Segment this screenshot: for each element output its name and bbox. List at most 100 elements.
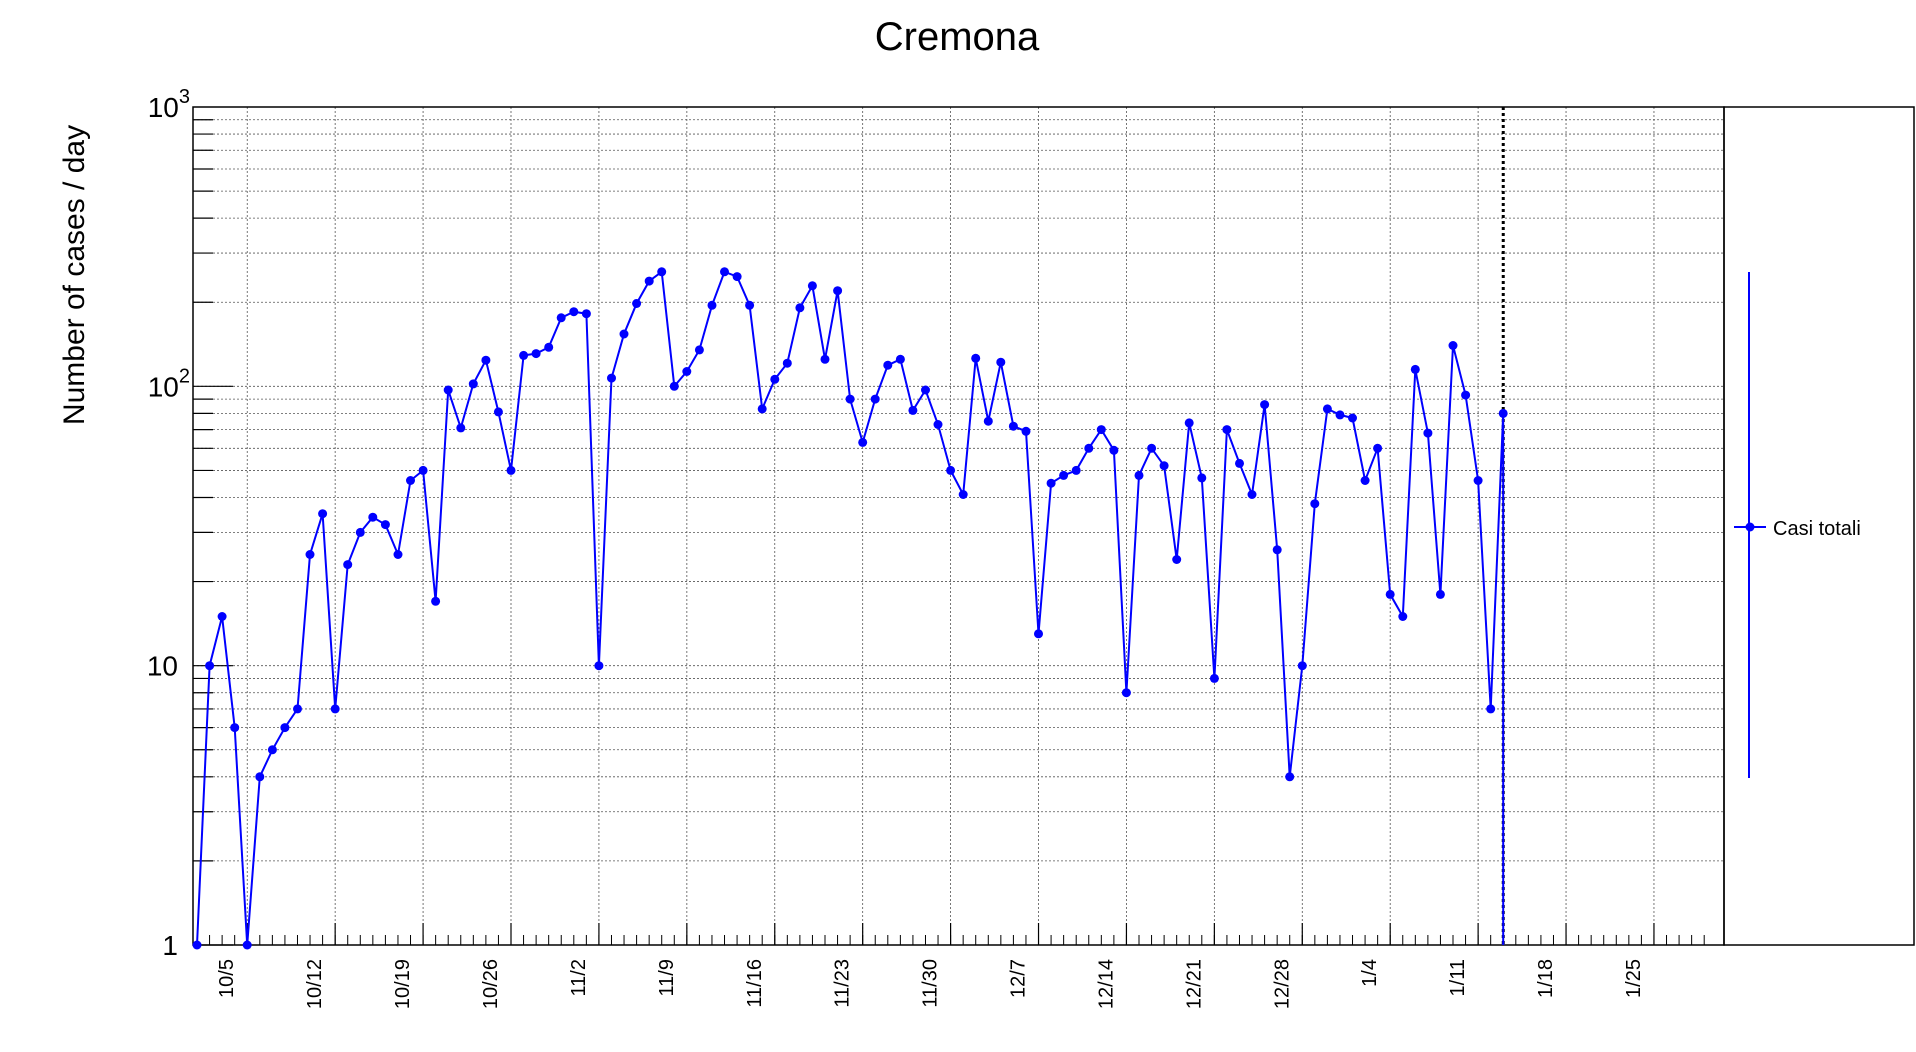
data-point [1021, 426, 1031, 436]
data-point [1348, 413, 1357, 423]
data-point [368, 512, 378, 522]
data-point [519, 350, 529, 360]
data-point [1272, 545, 1282, 555]
data-point [607, 373, 616, 383]
x-tick-label: 11/30 [920, 959, 942, 1008]
data-point [1435, 589, 1445, 599]
data-point [807, 281, 817, 291]
data-point [770, 374, 780, 384]
x-tick-label: 11/9 [656, 959, 678, 996]
legend: Casi totali [1723, 106, 1915, 946]
x-tick-label: 11/2 [568, 959, 590, 996]
x-tick-label: 11/23 [832, 959, 854, 1008]
data-point [255, 772, 265, 782]
x-tick-label: 10/12 [304, 959, 326, 1009]
data-point [983, 416, 993, 426]
data-point [393, 550, 403, 559]
data-point [1461, 390, 1471, 400]
x-tick-label: 12/14 [1095, 959, 1117, 1009]
data-point [481, 355, 491, 365]
data-point [380, 520, 390, 530]
x-tick-label: 1/4 [1359, 959, 1381, 987]
data-point [1034, 629, 1043, 639]
y-tick-label: 103 [148, 86, 190, 123]
data-point [1373, 443, 1383, 453]
data-point [619, 329, 629, 339]
data-point [1297, 661, 1307, 671]
chart-title: Cremona [875, 15, 1040, 59]
data-point [1121, 688, 1131, 698]
data-point [669, 381, 679, 391]
data-point [1410, 364, 1420, 374]
data-point [318, 509, 328, 519]
data-point [720, 267, 729, 277]
data-point [1209, 673, 1219, 683]
data-point [1184, 418, 1194, 428]
data-point [1235, 458, 1244, 468]
data-point [1172, 555, 1182, 564]
data-point [343, 560, 353, 570]
data-point [192, 940, 202, 950]
series-layer [192, 267, 1508, 950]
data-point [355, 527, 365, 537]
data-point [1285, 772, 1295, 782]
data-point [782, 358, 792, 368]
data-point [581, 309, 591, 319]
data-point [493, 407, 503, 417]
data-point [657, 267, 667, 277]
data-point [443, 385, 453, 395]
data-point [280, 723, 290, 733]
y-tick-labels: 1 10 102 103 [147, 86, 190, 961]
data-point [1159, 461, 1169, 471]
data-point [544, 342, 554, 352]
x-tick-label: 10/19 [392, 959, 414, 1009]
x-tick-label: 12/7 [1008, 959, 1030, 998]
data-point [1046, 478, 1056, 488]
data-point [632, 299, 642, 308]
data-point [958, 490, 968, 499]
data-point [1498, 408, 1508, 418]
data-point [895, 354, 905, 364]
data-point [1322, 404, 1332, 414]
legend-box [1723, 106, 1915, 946]
data-point [795, 303, 805, 313]
data-point [732, 272, 742, 282]
data-point [1310, 499, 1320, 509]
data-point [569, 307, 579, 317]
data-point [1059, 470, 1069, 480]
x-tick-label: 1/18 [1535, 959, 1557, 998]
data-point [556, 313, 566, 323]
data-point [506, 465, 516, 475]
data-point [845, 394, 855, 404]
data-point [1423, 428, 1433, 438]
x-tick-label: 10/26 [480, 959, 502, 1009]
data-point [1398, 612, 1408, 621]
data-point [1260, 400, 1270, 410]
data-point [921, 385, 930, 395]
data-point [217, 612, 227, 621]
data-point [456, 423, 466, 433]
data-point [1360, 476, 1370, 485]
data-point [1473, 476, 1483, 485]
data-point [858, 437, 868, 447]
x-tick-label: 1/11 [1447, 959, 1469, 996]
data-point [594, 661, 604, 671]
data-point [644, 276, 654, 286]
data-point [694, 345, 704, 355]
data-point [820, 354, 830, 364]
data-point [1197, 473, 1207, 483]
data-point [1134, 470, 1144, 480]
data-point [996, 357, 1006, 367]
legend-series-label: Casi totali [1773, 518, 1861, 540]
legend-series-marker [1745, 522, 1755, 532]
data-point [418, 465, 428, 475]
y-tick-label: 10 [147, 651, 178, 682]
x-tick-labels: 10/5 10/12 10/19 10/26 11/2 11/9 11/16 11/23 11/… [216, 959, 1645, 1009]
data-point [870, 394, 880, 404]
x-tick-label: 12/21 [1183, 959, 1205, 1009]
data-point [468, 379, 478, 389]
data-point [531, 349, 541, 359]
data-point [1448, 341, 1458, 350]
data-point [1335, 410, 1345, 420]
